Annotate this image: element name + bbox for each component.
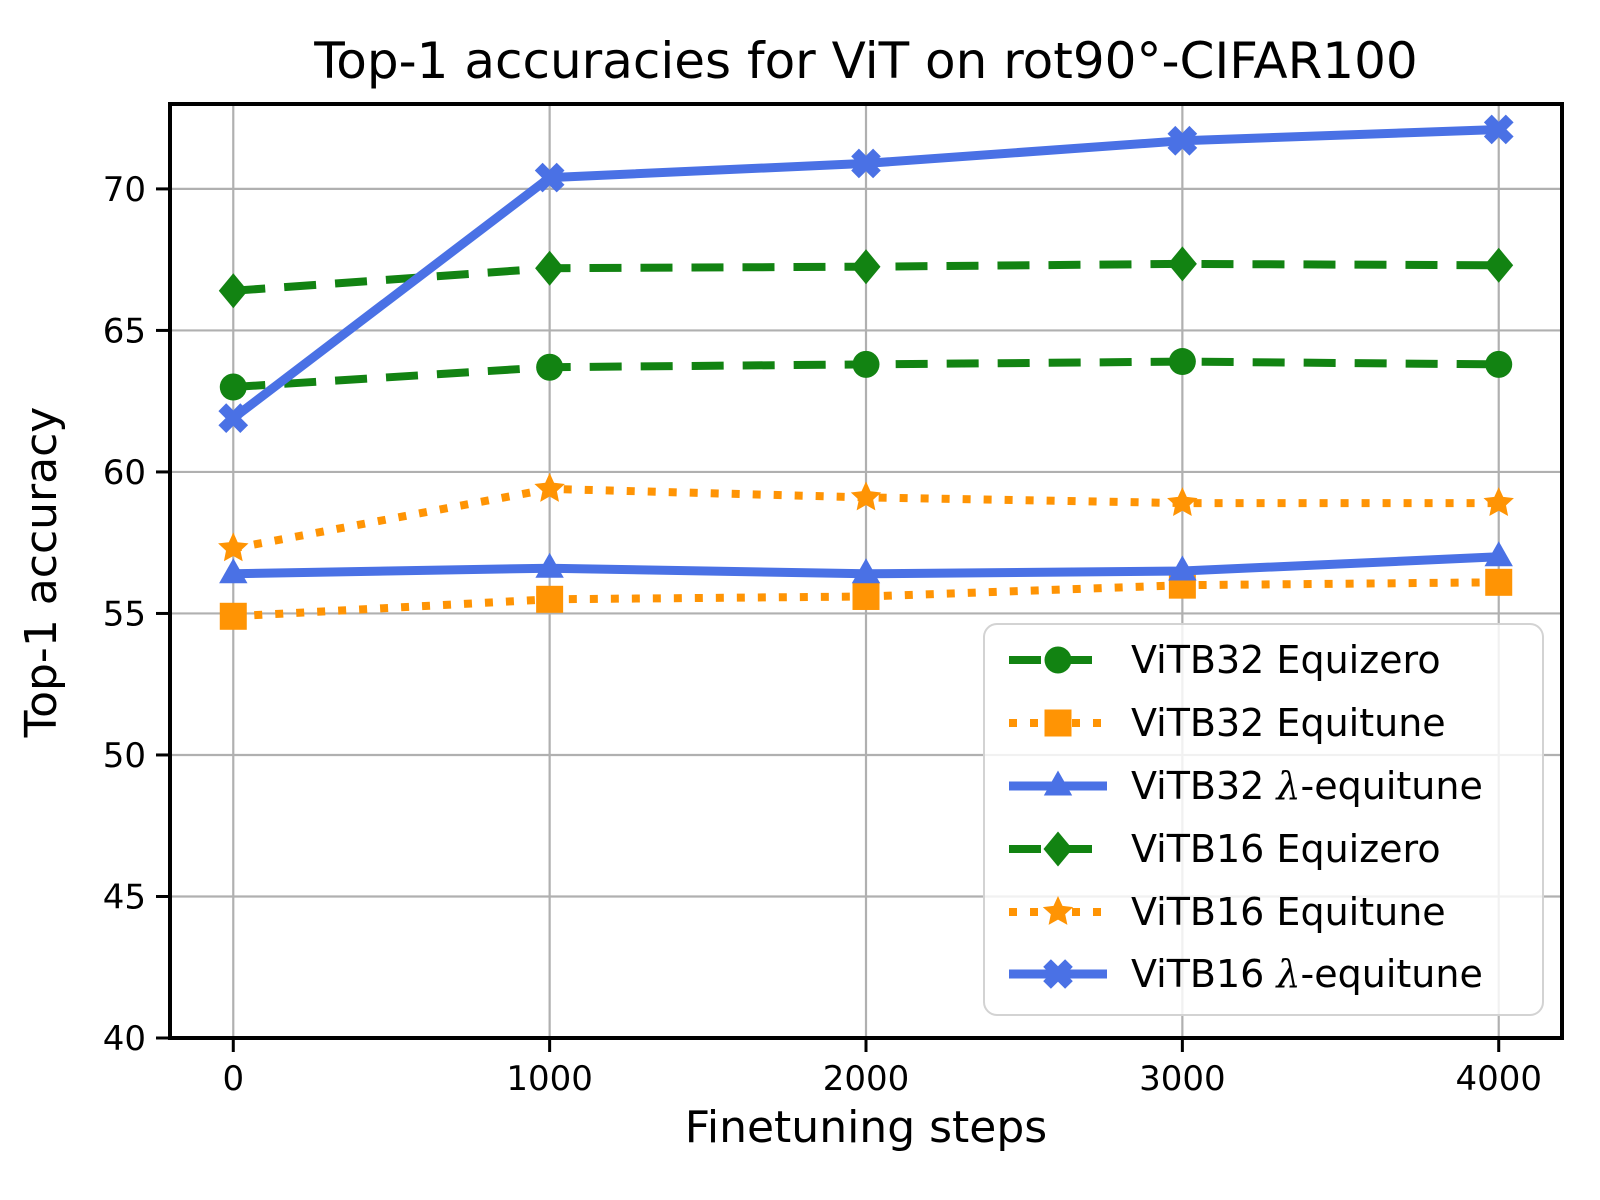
square-marker-icon [1485, 568, 1513, 596]
square-marker-icon [536, 585, 564, 613]
diamond-marker-icon [1167, 246, 1197, 282]
legend-line-sample [1009, 831, 1107, 867]
legend-item: ViTB32 λ-equitune [999, 755, 1542, 818]
legend-item-label: ViTB16 Equizero [1131, 826, 1441, 871]
diamond-marker-icon [1484, 247, 1514, 283]
x-filled-marker-icon [1043, 959, 1073, 990]
legend-item: ViTB32 Equitune [999, 692, 1542, 755]
axis-ticks: 0 1000 2000 3000 4000 40 45 50 55 60 65 70 [103, 170, 1542, 1099]
legend-line-sample [1009, 959, 1107, 990]
y-tick-label: 65 [103, 311, 146, 351]
circle-marker-icon [536, 353, 564, 381]
diamond-marker-icon [851, 249, 881, 285]
circle-marker-icon [1485, 350, 1513, 378]
star-marker-icon [1167, 487, 1198, 516]
series-line [232, 484, 1499, 553]
x-tick-label: 4000 [1455, 1059, 1542, 1099]
circle-marker-icon [852, 350, 880, 378]
legend-line-sample [1009, 709, 1107, 737]
circle-marker-icon [1168, 348, 1196, 376]
y-tick-label: 40 [103, 1019, 146, 1059]
series-triangle-up [219, 541, 1513, 584]
triangle-up-marker-icon [219, 558, 248, 584]
square-marker-icon [852, 582, 880, 610]
y-tick-label: 45 [103, 877, 146, 917]
star-marker-icon [1483, 487, 1514, 516]
legend-item-label: ViTB32 Equitune [1131, 701, 1446, 746]
x-filled-marker-icon [1167, 125, 1198, 156]
y-tick-label: 70 [103, 170, 146, 210]
x-tick-label: 3000 [1139, 1059, 1226, 1099]
legend-item-label: ViTB16 Equitune [1131, 889, 1446, 934]
triangle-up-marker-icon [535, 552, 564, 578]
star-marker-icon [850, 481, 882, 511]
x-tick-label: 1000 [506, 1059, 593, 1099]
legend-item-label: ViTB32 Equizero [1131, 638, 1441, 683]
legend-line-sample [1009, 646, 1107, 674]
circle-marker-icon [1044, 646, 1072, 674]
square-marker-icon [1044, 709, 1072, 737]
series-circle [219, 348, 1513, 401]
x-filled-marker-icon [851, 148, 881, 179]
legend-item: ViTB16 Equitune [999, 880, 1542, 943]
y-tick-label: 50 [103, 736, 146, 776]
series-square [219, 568, 1513, 630]
square-marker-icon [219, 602, 247, 630]
legend: ViTB32 Equizero ViTB32 Equitune ViTB32 λ-e… [983, 623, 1544, 1016]
legend-item: ViTB32 Equizero [999, 629, 1542, 692]
legend-item: ViTB16 λ-equitune [999, 943, 1542, 1006]
x-tick-label: 2000 [823, 1059, 910, 1099]
lambda-symbol: λ [1276, 952, 1301, 997]
diamond-marker-icon [1043, 831, 1073, 867]
series-diamond [218, 246, 1514, 309]
x-tick-label: 0 [222, 1059, 244, 1099]
chart-title: Top-1 accuracies for ViT on rot90°-CIFAR… [314, 32, 1418, 90]
x-filled-marker-icon [218, 403, 249, 433]
triangle-up-marker-icon [1043, 770, 1073, 796]
star-marker-icon [1042, 895, 1074, 925]
y-tick-label: 60 [103, 453, 146, 493]
star-marker-icon [218, 532, 249, 562]
y-axis-label: Top-1 accuracy [16, 406, 67, 738]
legend-line-sample [1009, 895, 1107, 925]
triangle-up-marker-icon [1168, 555, 1197, 581]
triangle-up-marker-icon [1484, 541, 1513, 567]
diamond-marker-icon [535, 250, 565, 286]
lambda-symbol: λ [1276, 763, 1301, 808]
triangle-up-marker-icon [851, 558, 881, 584]
x-filled-marker-icon [534, 162, 565, 193]
star-marker-icon [534, 472, 565, 502]
diamond-marker-icon [218, 273, 248, 309]
legend-item-label: ViTB16 λ-equitune [1131, 952, 1483, 997]
series-x-filled [218, 114, 1514, 433]
legend-item: ViTB16 Equizero [999, 817, 1542, 880]
y-tick-label: 55 [103, 594, 146, 634]
series-star [218, 472, 1514, 562]
x-axis-label: Finetuning steps [684, 1102, 1048, 1153]
x-filled-marker-icon [1483, 114, 1514, 145]
legend-line-sample [1009, 770, 1107, 796]
circle-marker-icon [219, 373, 247, 401]
legend-item-label: ViTB32 λ-equitune [1131, 763, 1483, 808]
